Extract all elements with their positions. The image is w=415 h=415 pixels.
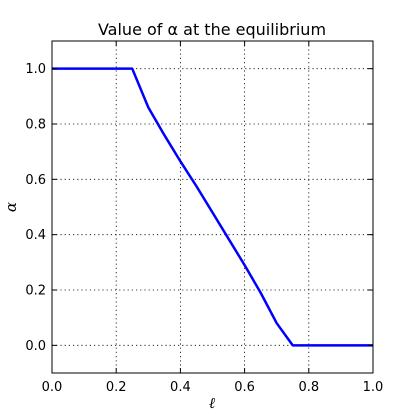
y-tick-label: 0.4 (25, 228, 46, 243)
x-tick-label: 0.2 (106, 380, 127, 395)
y-tick-label: 1.0 (25, 62, 46, 77)
y-tick-label: 0.6 (25, 173, 46, 188)
x-tick-label: 0.8 (298, 380, 319, 395)
chart-title: Value of α at the equilibrium (98, 20, 326, 39)
axis-ticks (51, 41, 374, 373)
series-line (52, 67, 373, 347)
series-group (52, 67, 373, 347)
plot-frame (51, 40, 374, 374)
x-axis-label: ℓ (209, 394, 215, 412)
x-tick-labels: 0.0 0.2 0.4 0.6 0.8 1.0 (42, 380, 384, 395)
y-tick-labels: 0.0 0.2 0.4 0.6 0.8 1.0 (25, 62, 46, 354)
x-tick-label: 0.4 (170, 380, 191, 395)
grid-lines (51, 41, 374, 373)
y-tick-label: 0.0 (25, 339, 46, 354)
y-tick-label: 0.8 (25, 118, 46, 133)
x-tick-label: 0.0 (42, 380, 63, 395)
x-tick-label: 1.0 (363, 380, 384, 395)
y-axis-label: α (2, 202, 20, 212)
x-tick-label: 0.6 (234, 380, 255, 395)
y-tick-label: 0.2 (25, 284, 46, 299)
